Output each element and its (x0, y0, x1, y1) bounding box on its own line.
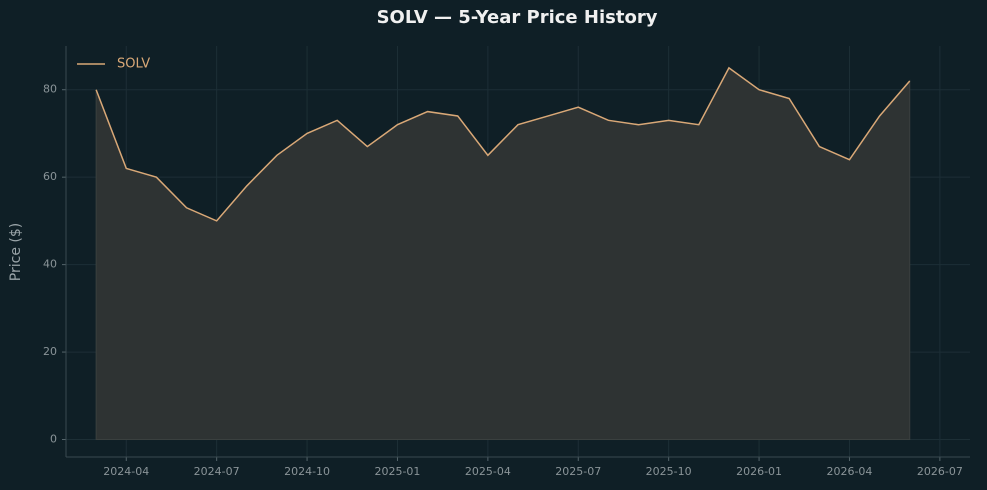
x-tick-label: 2025-04 (465, 465, 511, 478)
x-tick-label: 2026-01 (736, 465, 782, 478)
x-tick-label: 2024-07 (194, 465, 240, 478)
y-tick-label: 60 (43, 170, 57, 183)
y-tick-label: 0 (50, 433, 57, 446)
y-tick-label: 80 (43, 83, 57, 96)
chart-title: SOLV — 5-Year Price History (377, 7, 658, 28)
y-tick-label: 20 (43, 345, 57, 358)
x-tick-label: 2026-04 (826, 465, 872, 478)
y-tick-label: 40 (43, 258, 57, 271)
legend-label: SOLV (117, 57, 150, 72)
x-tick-label: 2026-07 (917, 465, 963, 478)
x-tick-label: 2024-10 (284, 465, 330, 478)
x-tick-label: 2025-10 (646, 465, 692, 478)
x-tick-label: 2025-01 (374, 465, 420, 478)
x-tick-label: 2025-07 (555, 465, 601, 478)
x-tick-label: 2024-04 (103, 465, 149, 478)
line (95, 66, 911, 222)
y-axis-label: Price ($) (8, 223, 24, 281)
